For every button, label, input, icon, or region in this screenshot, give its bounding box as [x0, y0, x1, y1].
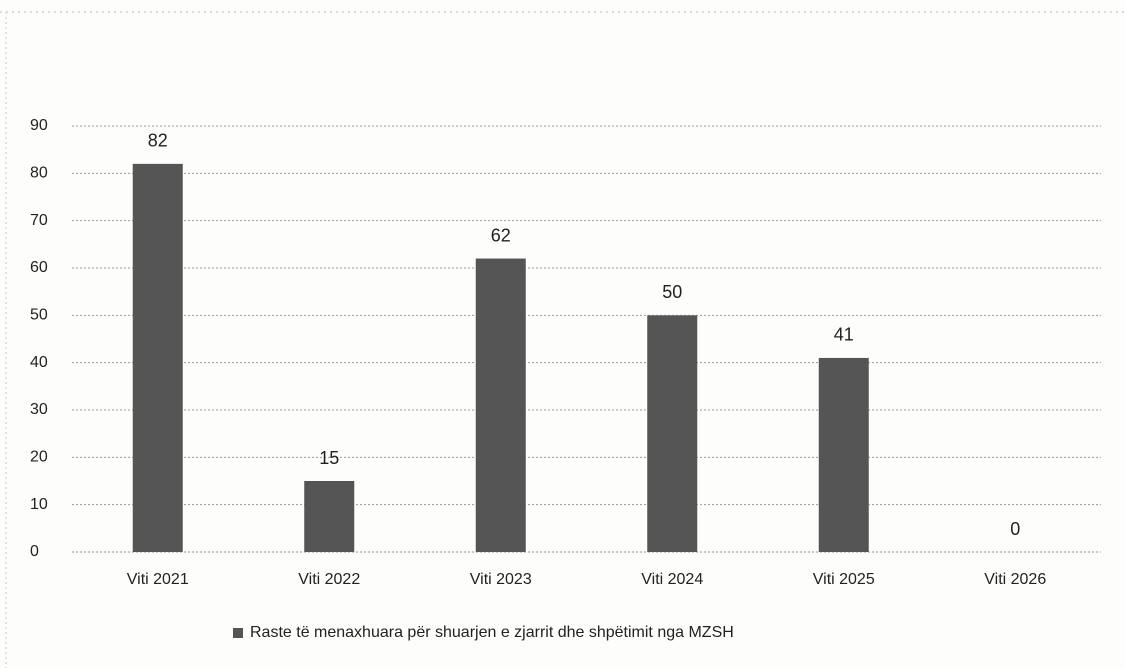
y-tick-label: 30: [30, 401, 48, 418]
y-tick-label: 0: [30, 543, 39, 560]
legend-swatch: [233, 628, 243, 638]
bar: [304, 481, 355, 552]
x-tick-label: Viti 2025: [813, 571, 875, 588]
data-label: 15: [319, 448, 339, 468]
data-label: 50: [662, 282, 682, 302]
legend-label: Raste të menaxhuara për shuarjen e zjarr…: [250, 624, 734, 641]
y-tick-label: 80: [30, 165, 48, 182]
data-label: 41: [834, 325, 854, 345]
y-tick-label: 60: [30, 259, 48, 276]
bar: [647, 315, 698, 552]
y-tick-label: 50: [30, 307, 48, 324]
x-tick-label: Viti 2022: [298, 571, 360, 588]
x-tick-label: Viti 2021: [127, 571, 189, 588]
y-tick-label: 70: [30, 212, 48, 229]
y-tick-label: 40: [30, 354, 48, 371]
data-label: 82: [148, 131, 168, 151]
y-tick-label: 10: [30, 496, 48, 513]
bar: [475, 258, 526, 552]
x-tick-label: Viti 2024: [641, 571, 703, 588]
x-tick-label: Viti 2026: [984, 571, 1046, 588]
x-tick-label: Viti 2023: [470, 571, 532, 588]
data-label: 62: [491, 225, 511, 245]
y-tick-label: 20: [30, 449, 48, 466]
bar: [818, 357, 869, 552]
bar: [132, 163, 183, 552]
data-label: 0: [1010, 519, 1020, 539]
y-tick-label: 90: [30, 117, 48, 134]
